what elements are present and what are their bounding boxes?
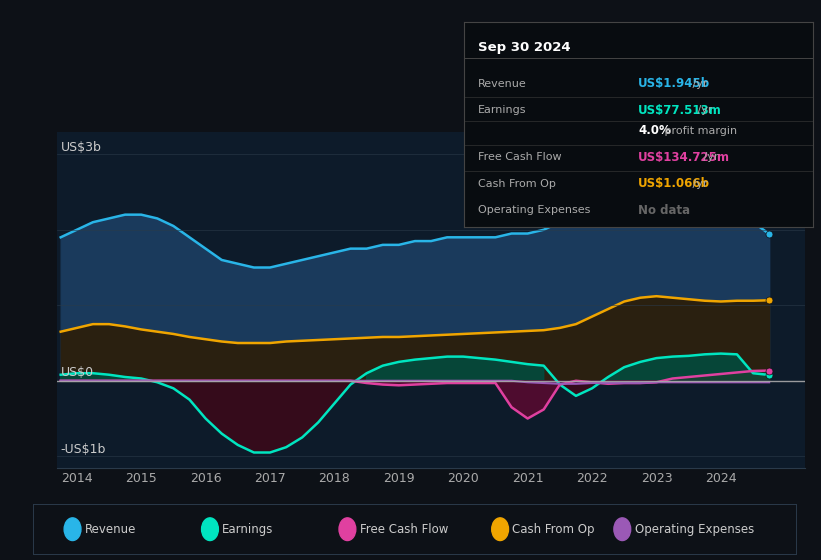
Text: Revenue: Revenue <box>85 522 136 536</box>
Text: US$1.066b: US$1.066b <box>639 178 710 190</box>
Text: -US$1b: -US$1b <box>61 444 106 456</box>
Text: Earnings: Earnings <box>222 522 273 536</box>
Text: Earnings: Earnings <box>478 105 526 115</box>
Ellipse shape <box>614 518 631 540</box>
Text: Revenue: Revenue <box>478 79 526 88</box>
Text: Cash From Op: Cash From Op <box>478 179 556 189</box>
Ellipse shape <box>64 518 81 540</box>
Ellipse shape <box>339 518 355 540</box>
Text: Operating Expenses: Operating Expenses <box>635 522 754 536</box>
Text: Sep 30 2024: Sep 30 2024 <box>478 41 571 54</box>
Ellipse shape <box>492 518 508 540</box>
Text: US$77.513m: US$77.513m <box>639 104 722 117</box>
Text: Operating Expenses: Operating Expenses <box>478 206 590 216</box>
Text: /yr: /yr <box>695 105 713 115</box>
Text: US$0: US$0 <box>61 366 94 379</box>
Ellipse shape <box>202 518 218 540</box>
Text: 4.0%: 4.0% <box>639 124 671 137</box>
Text: US$3b: US$3b <box>61 141 102 154</box>
Text: /yr: /yr <box>689 79 707 88</box>
Text: /yr: /yr <box>689 179 707 189</box>
Text: No data: No data <box>639 204 690 217</box>
Text: US$1.945b: US$1.945b <box>639 77 710 90</box>
Text: profit margin: profit margin <box>661 126 736 136</box>
Text: Free Cash Flow: Free Cash Flow <box>360 522 448 536</box>
Text: /yr: /yr <box>699 152 718 162</box>
Text: US$134.725m: US$134.725m <box>639 151 731 164</box>
Text: Cash From Op: Cash From Op <box>512 522 595 536</box>
Text: Free Cash Flow: Free Cash Flow <box>478 152 562 162</box>
